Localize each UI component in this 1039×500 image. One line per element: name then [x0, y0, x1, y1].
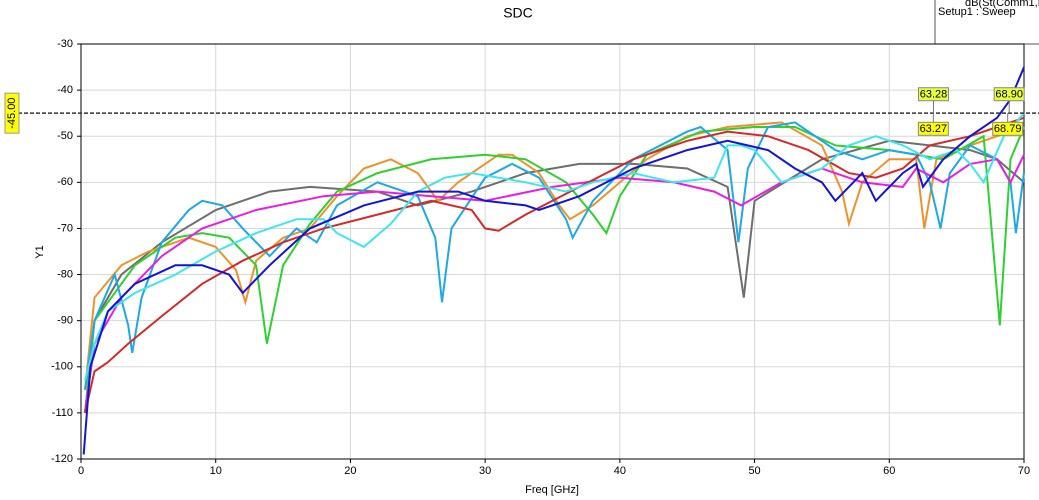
- y-tick-label: -80: [57, 268, 73, 280]
- series-line: [84, 139, 1025, 414]
- x-tick-label: 20: [344, 465, 356, 477]
- plot-area: [81, 44, 1024, 459]
- series-line: [84, 121, 1025, 390]
- legend-box: [934, 0, 1039, 45]
- y-tick-label: -100: [51, 361, 73, 373]
- x-axis-label: Freq [GHz]: [525, 484, 579, 496]
- y-axis-label: Y1: [34, 245, 46, 258]
- series-line: [82, 66, 1025, 455]
- y-tick-label: -40: [57, 84, 73, 96]
- y-tick-label: -70: [57, 222, 73, 234]
- x-tick-label: 50: [748, 465, 760, 477]
- y-tick-label: -110: [52, 407, 73, 419]
- y-tick-label: -120: [51, 453, 73, 465]
- x-tick-label: 60: [883, 465, 895, 477]
- y-tick-label: -50: [57, 130, 73, 142]
- x-tick-label: 10: [210, 465, 222, 477]
- marker-tag: [917, 121, 949, 136]
- marker-tag: [992, 121, 1024, 136]
- y-tick-label: -90: [57, 315, 73, 327]
- x-tick-label: 70: [1018, 465, 1030, 477]
- x-tick-label: 30: [479, 465, 491, 477]
- marker-tag: [993, 87, 1025, 102]
- y-tick-label: -60: [57, 176, 73, 188]
- legend-text: Setup1 : Sweep: [938, 6, 1016, 18]
- y-tick-label: -30: [57, 38, 73, 50]
- plot-frame: [80, 43, 1025, 460]
- x-tick-label: 40: [614, 465, 626, 477]
- legend-text: dB(St(Comm1,Diff: [965, 0, 1039, 9]
- marker-tag-label: 68.79: [994, 123, 1022, 135]
- series-line: [84, 121, 1025, 390]
- x-tick-label: 0: [78, 465, 84, 477]
- marker-tag: [917, 87, 949, 102]
- marker-tag-label: 68.90: [995, 89, 1023, 101]
- marker-label: -45.00: [6, 98, 18, 129]
- series-line: [84, 116, 1025, 414]
- series-line: [84, 112, 1025, 381]
- marker-tag-label: 63.28: [920, 89, 948, 101]
- marker-label-box: [4, 92, 20, 134]
- marker-tag-label: 63.27: [920, 123, 948, 135]
- chart-title: SDC: [503, 5, 533, 21]
